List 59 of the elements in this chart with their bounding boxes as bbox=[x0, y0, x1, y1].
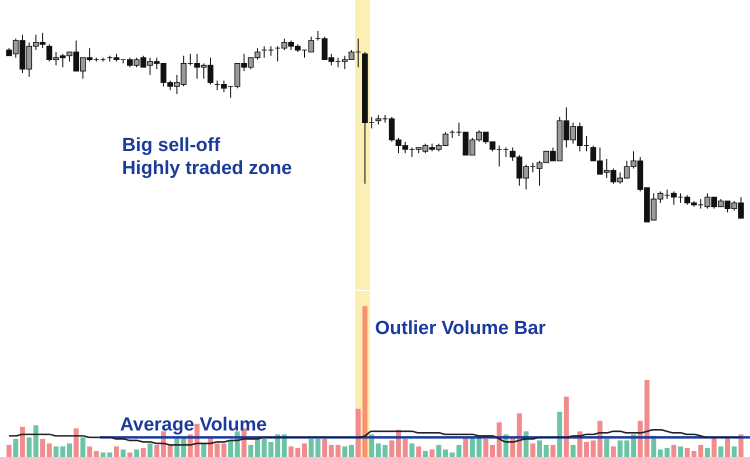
bar bbox=[46, 443, 52, 457]
bar bbox=[148, 443, 153, 457]
bar bbox=[94, 450, 99, 457]
bar bbox=[416, 446, 422, 457]
annotation: Outlier Volume Bar bbox=[375, 318, 546, 339]
bar bbox=[201, 443, 206, 457]
bar bbox=[422, 450, 428, 457]
bar bbox=[80, 437, 86, 457]
annotation: Big sell-off bbox=[122, 135, 221, 156]
bar bbox=[134, 449, 140, 457]
candlestick bbox=[268, 46, 274, 56]
bar bbox=[308, 438, 314, 457]
bar bbox=[712, 437, 717, 457]
bar bbox=[114, 446, 119, 457]
bar bbox=[456, 444, 462, 457]
bar bbox=[557, 412, 562, 457]
bar bbox=[127, 452, 132, 457]
bar bbox=[20, 426, 25, 457]
bar bbox=[140, 448, 146, 457]
bar bbox=[570, 444, 576, 457]
bar bbox=[530, 443, 536, 457]
bar bbox=[228, 440, 234, 457]
bar bbox=[87, 446, 92, 457]
bar bbox=[564, 396, 569, 457]
bar bbox=[74, 428, 79, 457]
bar bbox=[6, 444, 12, 457]
bar bbox=[40, 438, 46, 457]
bar bbox=[644, 380, 650, 457]
bar bbox=[610, 446, 616, 457]
annotation: Highly traded zone bbox=[122, 158, 292, 179]
bar bbox=[550, 444, 556, 457]
bar bbox=[704, 448, 710, 457]
bar bbox=[221, 443, 226, 457]
bar bbox=[604, 438, 610, 457]
bar bbox=[678, 446, 684, 457]
bar bbox=[725, 437, 730, 457]
ref-line-label: Average Volume bbox=[120, 414, 267, 436]
bar bbox=[671, 444, 676, 457]
bar bbox=[356, 408, 361, 457]
bar bbox=[33, 425, 38, 457]
bar bbox=[288, 446, 294, 457]
bar bbox=[100, 452, 106, 457]
bar bbox=[618, 440, 623, 457]
bar bbox=[718, 446, 724, 457]
bar bbox=[430, 449, 435, 457]
candlestick bbox=[261, 46, 268, 58]
bar bbox=[516, 413, 522, 457]
bar bbox=[66, 443, 72, 457]
bar bbox=[322, 438, 328, 457]
bar bbox=[120, 449, 126, 457]
bar bbox=[732, 446, 737, 457]
bar bbox=[13, 438, 18, 457]
bar bbox=[315, 438, 320, 457]
bar bbox=[107, 452, 112, 457]
candlestick bbox=[449, 130, 456, 138]
bar bbox=[463, 437, 468, 457]
bar bbox=[409, 443, 414, 457]
candlestick bbox=[503, 146, 509, 158]
bar bbox=[26, 437, 32, 457]
